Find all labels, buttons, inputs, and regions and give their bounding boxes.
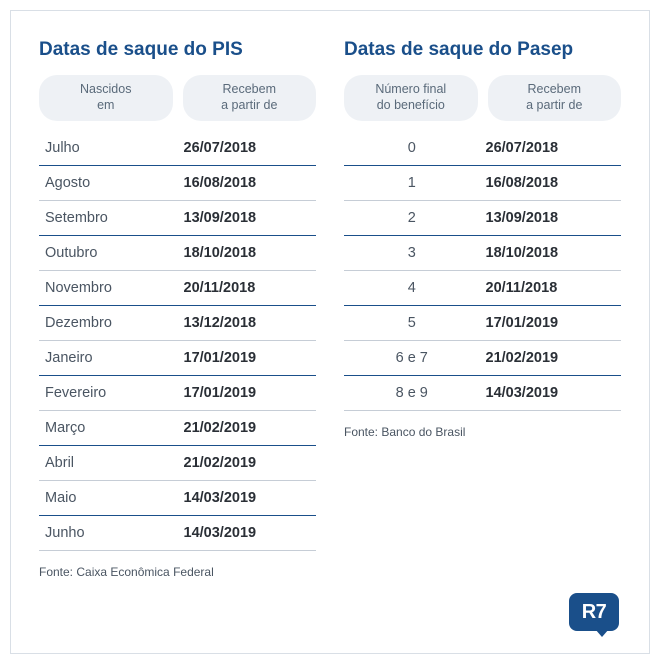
table-row: 8 e 914/03/2019 [344, 376, 621, 411]
pasep-cell-right: 20/11/2018 [480, 280, 622, 296]
pis-title: Datas de saque do PIS [39, 39, 316, 61]
pasep-header-left: Número final do benefício [344, 75, 478, 121]
pis-cell-right: 26/07/2018 [178, 140, 317, 156]
pis-header-right-line2: a partir de [221, 98, 277, 114]
pis-cell-left: Dezembro [39, 315, 178, 331]
pasep-cell-left: 1 [344, 175, 480, 191]
pis-cell-right: 13/12/2018 [178, 315, 317, 331]
pasep-header-left-line2: do benefício [377, 98, 445, 114]
pis-cell-left: Maio [39, 490, 178, 506]
pasep-title: Datas de saque do Pasep [344, 39, 621, 61]
pis-panel: Datas de saque do PIS Nascidos em Recebe… [39, 39, 316, 633]
pis-cell-right: 13/09/2018 [178, 210, 317, 226]
pis-cell-left: Abril [39, 455, 178, 471]
table-row: 6 e 721/02/2019 [344, 341, 621, 376]
pis-cell-left: Fevereiro [39, 385, 178, 401]
pasep-cell-left: 6 e 7 [344, 350, 480, 366]
table-row: 420/11/2018 [344, 271, 621, 306]
table-row: Dezembro13/12/2018 [39, 306, 316, 341]
pasep-cell-right: 26/07/2018 [480, 140, 622, 156]
pasep-rows: 026/07/2018116/08/2018213/09/2018318/10/… [344, 131, 621, 411]
pis-cell-right: 17/01/2019 [178, 350, 317, 366]
pis-cell-left: Novembro [39, 280, 178, 296]
pis-cell-left: Setembro [39, 210, 178, 226]
pis-cell-right: 14/03/2019 [178, 490, 317, 506]
pis-header-left: Nascidos em [39, 75, 173, 121]
table-row: Abril21/02/2019 [39, 446, 316, 481]
pasep-cell-left: 8 e 9 [344, 385, 480, 401]
pasep-cell-right: 13/09/2018 [480, 210, 622, 226]
table-row: Novembro20/11/2018 [39, 271, 316, 306]
pis-cell-right: 20/11/2018 [178, 280, 317, 296]
pasep-cell-right: 16/08/2018 [480, 175, 622, 191]
infographic-container: Datas de saque do PIS Nascidos em Recebe… [10, 10, 650, 654]
table-row: Julho26/07/2018 [39, 131, 316, 166]
pis-header-left-line1: Nascidos [80, 82, 131, 98]
pis-cell-right: 21/02/2019 [178, 455, 317, 471]
pis-cell-left: Agosto [39, 175, 178, 191]
r7-logo: R7 [569, 593, 619, 631]
pasep-cell-left: 4 [344, 280, 480, 296]
table-row: Fevereiro17/01/2019 [39, 376, 316, 411]
pis-cell-left: Outubro [39, 245, 178, 261]
pis-headers: Nascidos em Recebem a partir de [39, 75, 316, 121]
table-row: Setembro13/09/2018 [39, 201, 316, 236]
pis-cell-left: Julho [39, 140, 178, 156]
table-row: 318/10/2018 [344, 236, 621, 271]
pasep-source: Fonte: Banco do Brasil [344, 425, 621, 439]
table-row: Junho14/03/2019 [39, 516, 316, 551]
pasep-cell-left: 5 [344, 315, 480, 331]
table-row: 116/08/2018 [344, 166, 621, 201]
pis-rows: Julho26/07/2018Agosto16/08/2018Setembro1… [39, 131, 316, 551]
pasep-cell-right: 18/10/2018 [480, 245, 622, 261]
pis-cell-left: Junho [39, 525, 178, 541]
table-row: Janeiro17/01/2019 [39, 341, 316, 376]
pis-header-right: Recebem a partir de [183, 75, 317, 121]
pis-cell-right: 16/08/2018 [178, 175, 317, 191]
table-row: 517/01/2019 [344, 306, 621, 341]
pasep-cell-left: 3 [344, 245, 480, 261]
pasep-cell-left: 0 [344, 140, 480, 156]
table-row: Agosto16/08/2018 [39, 166, 316, 201]
pis-cell-left: Janeiro [39, 350, 178, 366]
pis-source: Fonte: Caixa Econômica Federal [39, 565, 316, 579]
pis-cell-right: 21/02/2019 [178, 420, 317, 436]
pis-header-left-line2: em [97, 98, 114, 114]
pis-cell-right: 18/10/2018 [178, 245, 317, 261]
pis-header-right-line1: Recebem [223, 82, 277, 98]
pasep-header-right-line2: a partir de [526, 98, 582, 114]
table-row: Maio14/03/2019 [39, 481, 316, 516]
pasep-cell-left: 2 [344, 210, 480, 226]
table-row: 026/07/2018 [344, 131, 621, 166]
pasep-cell-right: 21/02/2019 [480, 350, 622, 366]
pasep-headers: Número final do benefício Recebem a part… [344, 75, 621, 121]
pis-cell-right: 17/01/2019 [178, 385, 317, 401]
pasep-header-right: Recebem a partir de [488, 75, 622, 121]
pasep-cell-right: 17/01/2019 [480, 315, 622, 331]
pasep-header-left-line1: Número final [375, 82, 446, 98]
pis-cell-left: Março [39, 420, 178, 436]
pasep-header-right-line1: Recebem [528, 82, 582, 98]
table-row: Outubro18/10/2018 [39, 236, 316, 271]
table-row: 213/09/2018 [344, 201, 621, 236]
pasep-panel: Datas de saque do Pasep Número final do … [344, 39, 621, 633]
table-row: Março21/02/2019 [39, 411, 316, 446]
pis-cell-right: 14/03/2019 [178, 525, 317, 541]
pasep-cell-right: 14/03/2019 [480, 385, 622, 401]
